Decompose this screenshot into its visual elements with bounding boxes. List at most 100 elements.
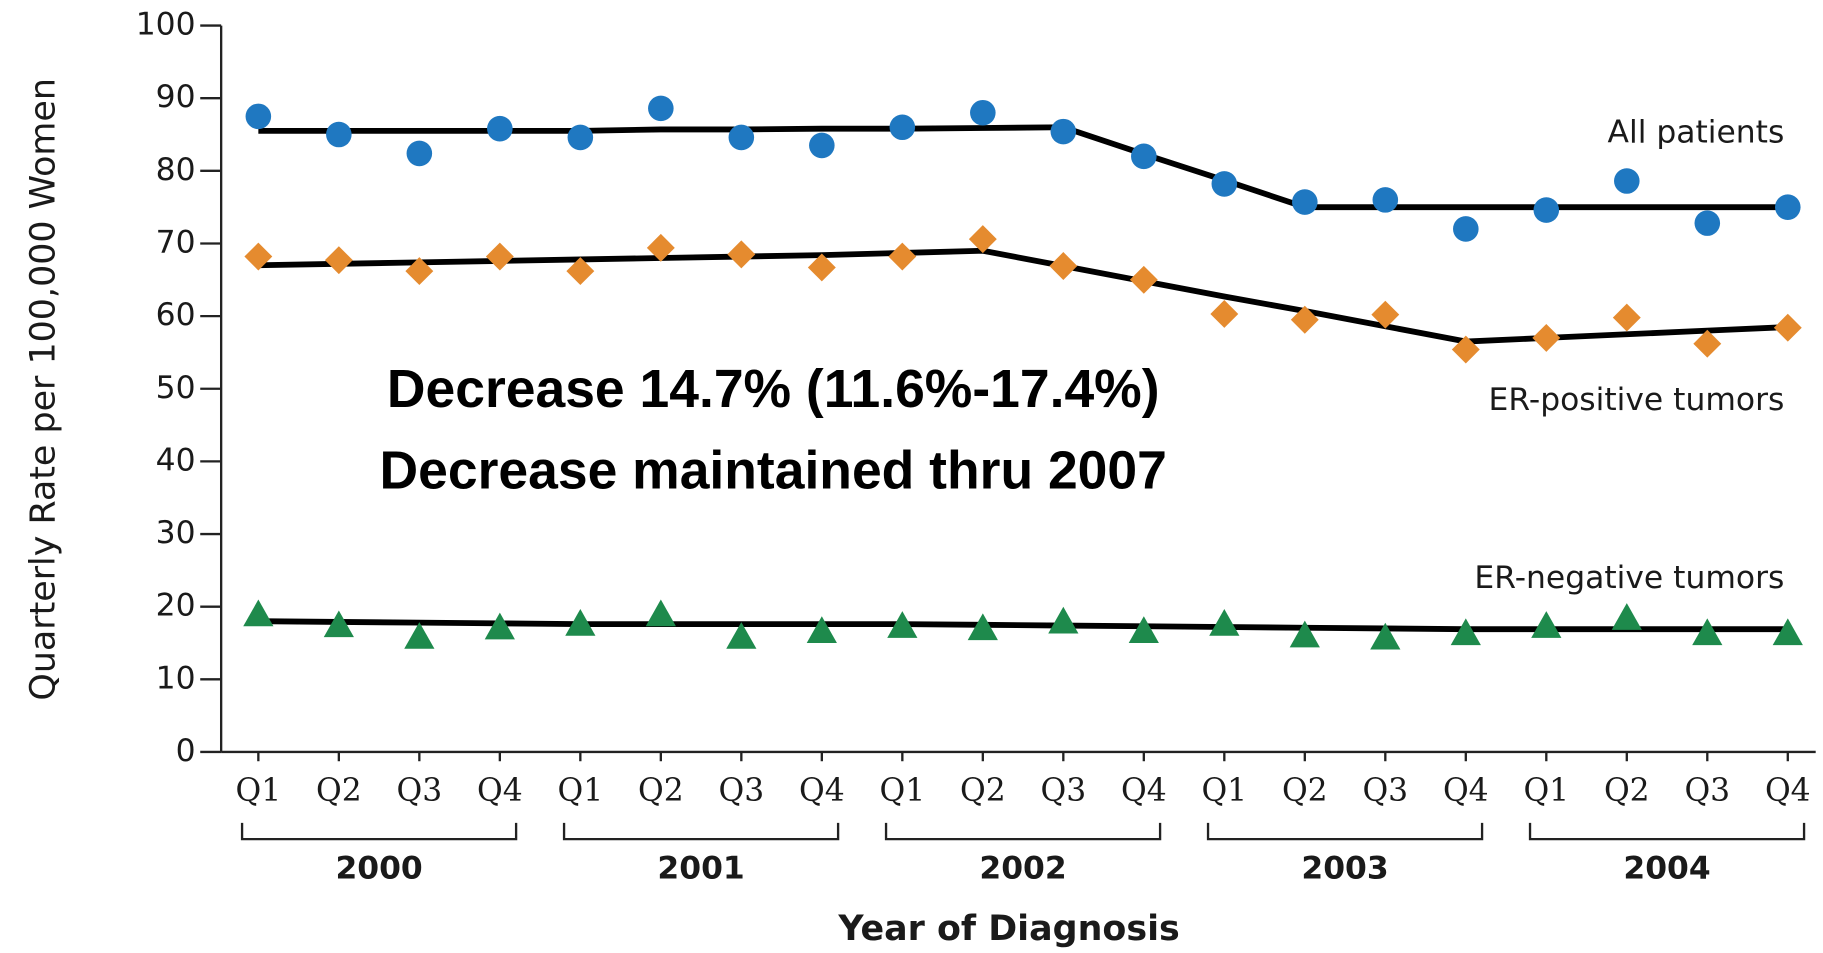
- point: [1614, 168, 1640, 194]
- point: [727, 240, 756, 269]
- x-tick-label: Q2: [316, 773, 362, 809]
- year-bracket: [1528, 822, 1806, 841]
- point: [888, 242, 917, 271]
- point: [1371, 300, 1400, 329]
- series-label: ER-negative tumors: [1474, 560, 1784, 596]
- point: [1292, 189, 1318, 215]
- point: [1611, 603, 1642, 630]
- point: [1450, 618, 1481, 646]
- x-tick-label: Q2: [638, 773, 684, 809]
- point: [567, 124, 594, 151]
- year-bracket: [562, 822, 840, 841]
- y-tick-label: 10: [156, 660, 196, 696]
- year-label: 2001: [657, 850, 744, 886]
- year-label: 2004: [1623, 850, 1710, 886]
- point: [404, 622, 435, 649]
- point: [566, 257, 595, 286]
- point: [806, 616, 837, 643]
- point: [487, 115, 513, 142]
- point: [1694, 210, 1721, 236]
- point: [405, 257, 434, 286]
- trend-line: [258, 124, 1788, 211]
- y-tick-label: 70: [156, 224, 196, 260]
- x-tick-label: Q1: [236, 773, 282, 809]
- point: [1453, 216, 1479, 242]
- point: [484, 612, 515, 640]
- point: [1775, 194, 1801, 220]
- x-axis-title: Year of Diagnosis: [837, 909, 1179, 949]
- point: [245, 103, 272, 130]
- point: [1210, 299, 1239, 328]
- y-tick-label: 50: [156, 370, 196, 406]
- point: [243, 599, 274, 627]
- point: [406, 140, 433, 167]
- x-tick-label: Q3: [1684, 773, 1730, 809]
- annotation: Decrease 14.7% (11.6%-17.4%): [387, 360, 1160, 419]
- trend-line: [258, 618, 1788, 633]
- x-tick-label: Q3: [718, 773, 764, 809]
- point: [1772, 618, 1803, 646]
- year-label: 2002: [979, 850, 1066, 886]
- series-label: All patients: [1608, 115, 1785, 151]
- y-tick-label: 20: [156, 588, 196, 624]
- point: [889, 114, 916, 141]
- x-tick-label: Q3: [1362, 773, 1408, 809]
- y-tick-label: 80: [156, 152, 196, 188]
- point: [1773, 313, 1802, 342]
- point: [1370, 622, 1401, 650]
- point: [1209, 608, 1240, 636]
- point: [1692, 618, 1723, 646]
- x-tick-label: Q4: [1443, 773, 1489, 809]
- point: [887, 611, 918, 638]
- point: [728, 124, 755, 151]
- point: [1289, 620, 1320, 648]
- point: [565, 608, 596, 636]
- point: [323, 610, 354, 638]
- x-tick-label: Q1: [879, 773, 925, 809]
- year-bracket: [884, 822, 1162, 841]
- point: [244, 242, 273, 271]
- point: [1693, 329, 1722, 358]
- year-bracket: [240, 822, 518, 841]
- x-tick-label: Q4: [799, 773, 845, 809]
- point: [726, 622, 757, 649]
- point: [1129, 265, 1158, 294]
- point: [1128, 616, 1159, 643]
- x-tick-label: Q2: [1282, 773, 1328, 809]
- series-label: ER-positive tumors: [1489, 382, 1785, 418]
- x-tick-label: Q1: [1523, 773, 1569, 809]
- point: [324, 246, 353, 275]
- point: [648, 95, 674, 122]
- x-tick-label: Q2: [1604, 773, 1650, 809]
- year-bracket: [1206, 822, 1484, 841]
- point: [1049, 252, 1078, 280]
- point: [967, 613, 998, 641]
- point: [1211, 171, 1238, 197]
- x-tick-label: Q2: [960, 773, 1006, 809]
- y-tick-label: 40: [156, 442, 196, 478]
- x-tick-label: Q1: [557, 773, 603, 809]
- y-tick-label: 90: [156, 79, 196, 115]
- point: [645, 599, 676, 627]
- x-tick-label: Q1: [1201, 773, 1247, 809]
- point: [1050, 118, 1077, 145]
- y-tick-label: 0: [176, 733, 196, 769]
- x-tick-label: Q4: [1765, 773, 1811, 809]
- x-tick-label: Q3: [397, 773, 443, 809]
- point: [1532, 323, 1561, 352]
- point: [485, 242, 514, 271]
- x-tick-label: Q3: [1040, 773, 1086, 809]
- annotation: Decrease maintained thru 2007: [380, 441, 1167, 500]
- y-axis-title: Quarterly Rate per 100,000 Women: [24, 78, 64, 701]
- point: [1533, 197, 1560, 223]
- trend-line: [258, 247, 1788, 345]
- point: [326, 121, 352, 148]
- year-label: 2003: [1301, 850, 1388, 886]
- point: [646, 233, 675, 262]
- point: [809, 132, 835, 159]
- y-tick-label: 30: [156, 515, 196, 551]
- point: [1372, 187, 1399, 213]
- point: [1531, 611, 1562, 638]
